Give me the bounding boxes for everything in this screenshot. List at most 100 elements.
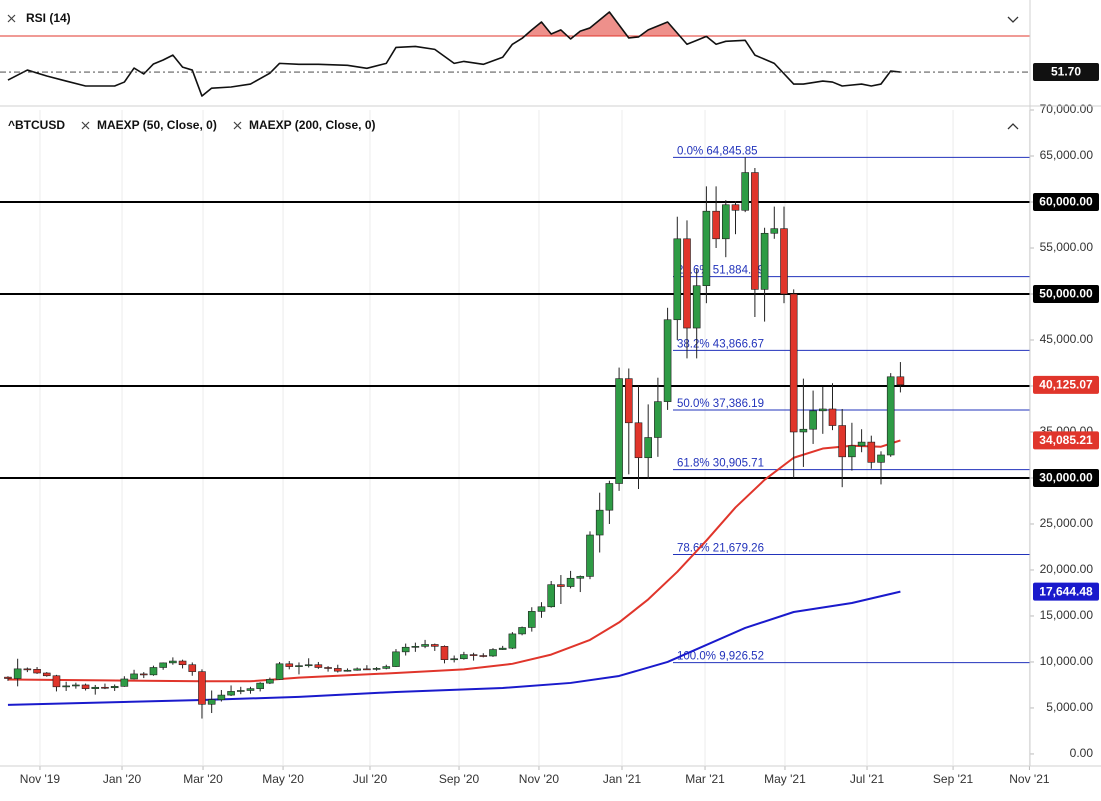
candle-body [460, 654, 468, 660]
legend-entry[interactable]: MAEXP (200, Close, 0) [249, 118, 376, 132]
rsi-line [7, 11, 901, 97]
candle-body [770, 228, 779, 234]
candle-body [333, 668, 342, 672]
legend-entry[interactable]: MAEXP (50, Close, 0) [97, 118, 217, 132]
candle-body [256, 682, 264, 689]
candle-body [13, 668, 22, 679]
candle-body [169, 660, 177, 664]
candle-body [896, 376, 905, 386]
candle-body [324, 667, 332, 669]
candle-body [576, 576, 585, 579]
candle-body [101, 686, 109, 689]
plot-layer: 51.70 0.00 5,000.00 10,000.00 15,000.00 20,00… [0, 11, 1099, 786]
x-tick-label: Nov '19 [20, 772, 61, 786]
x-tick-label: Jul '20 [353, 772, 388, 786]
candle-body [741, 172, 749, 211]
candle-body [149, 667, 158, 676]
fib-label: 100.0% 9,926.52 [677, 651, 764, 663]
candle-body [857, 441, 866, 447]
candle-body [799, 428, 808, 433]
level-box-label: 50,000.00 [1039, 287, 1093, 301]
candle-body [469, 654, 478, 656]
candle-body [450, 658, 458, 661]
fib-label: 50.0% 37,386.19 [677, 398, 764, 410]
candle-body [343, 669, 352, 672]
candle-body [760, 232, 769, 290]
candle-body [4, 676, 12, 679]
rsi-title: RSI (14) [26, 11, 71, 25]
candle-body [120, 678, 129, 687]
last-price-box [1033, 375, 1099, 394]
candle-body [683, 238, 691, 329]
level-box-label: 30,000.00 [1039, 471, 1093, 485]
ma-last-box [1033, 582, 1099, 601]
level-box [1033, 192, 1099, 211]
ma-line [7, 590, 901, 706]
candle-body [557, 584, 565, 587]
candle-body [663, 319, 672, 402]
collapse-toggle[interactable] [1007, 123, 1019, 130]
candle-body [838, 425, 846, 458]
y-tick-label: 15,000.00 [1040, 608, 1094, 622]
y-tick-label: 55,000.00 [1040, 240, 1094, 254]
candle-body [508, 633, 517, 649]
candle-body [207, 699, 216, 705]
y-tick-label: 45,000.00 [1040, 332, 1094, 346]
candle-body [886, 376, 895, 456]
candle-body [159, 662, 167, 668]
candle-body [644, 437, 652, 459]
candle-body [52, 675, 61, 688]
level-box [1033, 284, 1099, 303]
candle-body [518, 627, 526, 635]
candle-body [411, 646, 420, 648]
candle-body [178, 660, 187, 666]
y-tick-label: 5,000.00 [1046, 700, 1093, 714]
candle-body [818, 408, 827, 412]
x-tick-label: May '20 [262, 772, 304, 786]
fib-label: 23.6% 51,884.89 [677, 265, 764, 277]
ma-last-box-label: 17,644.48 [1039, 584, 1093, 598]
candle-body [382, 666, 391, 669]
y-tick-label: 65,000.00 [1040, 148, 1094, 162]
candle-body [23, 668, 32, 671]
candle-body [275, 663, 284, 680]
candle-body [498, 647, 507, 650]
last-value-box [1033, 63, 1099, 82]
y-tick-label: 25,000.00 [1040, 516, 1094, 530]
close-icon[interactable] [233, 121, 242, 130]
ma-last-box [1033, 431, 1099, 450]
candle-body [624, 378, 633, 424]
close-icon[interactable] [7, 14, 16, 23]
candle-body [479, 655, 488, 657]
candle-body [72, 684, 80, 687]
candle-body [489, 649, 497, 657]
x-tick-label: Mar '21 [685, 772, 725, 786]
candle-body [780, 228, 788, 295]
candle-body [81, 684, 90, 689]
candle-body [110, 686, 119, 689]
x-tick-label: Jan '20 [103, 772, 142, 786]
candle-body [547, 584, 555, 608]
candle-body [721, 204, 730, 240]
candle-body [188, 664, 197, 672]
x-tick-label: Sep '20 [439, 772, 480, 786]
collapse-toggle[interactable] [1007, 16, 1019, 23]
candle-body [353, 668, 361, 671]
candle-body [809, 410, 817, 430]
candle-body [440, 646, 449, 660]
rsi-legend: RSI (14) [7, 11, 1019, 25]
candle-body [702, 210, 711, 287]
candle-body [236, 690, 245, 692]
candle-body [198, 671, 206, 705]
candle-body [605, 483, 614, 511]
close-icon[interactable] [81, 121, 90, 130]
candle-body [295, 665, 303, 667]
candle-body [828, 408, 837, 426]
y-tick-label: 10,000.00 [1040, 654, 1094, 668]
candle-body [634, 422, 643, 459]
candle-body [227, 691, 235, 696]
candle-body [751, 172, 759, 290]
candle-body [392, 651, 400, 667]
